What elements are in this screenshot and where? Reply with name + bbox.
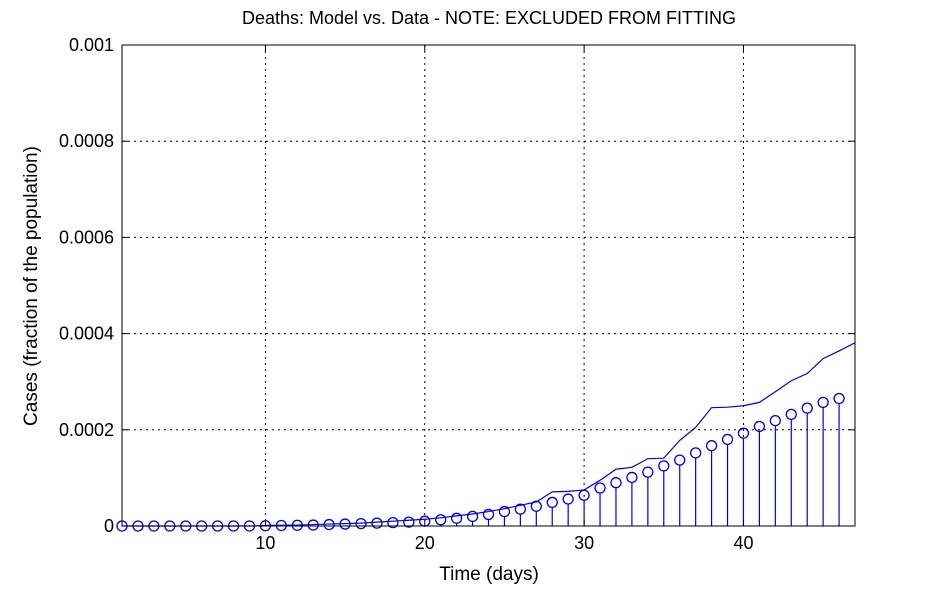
data-point	[562, 493, 574, 505]
y-tick-label: 0	[104, 516, 114, 536]
data-point	[514, 503, 527, 515]
axis-ticks: 10 20 30 40 0 0.0002 0.0004 0.0006 0.0008 0.001	[59, 35, 855, 553]
data-point	[498, 505, 511, 518]
model-line	[122, 342, 856, 527]
data-point	[737, 427, 750, 439]
data-point	[817, 396, 829, 409]
data-point	[833, 392, 845, 405]
y-tick-label: 0.0008	[59, 131, 114, 151]
plot-frame	[121, 44, 856, 527]
y-axis-label: Cases (fraction of the population)	[21, 146, 42, 426]
y-tick-label: 0.0004	[59, 324, 114, 344]
data-point	[482, 508, 495, 521]
x-tick-label: 10	[255, 533, 275, 553]
y-tick-label: 0.0006	[59, 227, 114, 247]
y-tick-label: 0.001	[69, 35, 114, 55]
data-point	[705, 440, 718, 452]
y-tick-label: 0.0002	[59, 420, 114, 440]
data-point	[801, 402, 813, 414]
data-point	[387, 516, 399, 529]
data-point	[626, 471, 638, 484]
x-tick-label: 30	[574, 533, 594, 553]
plot-series	[116, 342, 856, 532]
chart-title: Deaths: Model vs. Data - NOTE: EXCLUDED …	[242, 8, 736, 28]
data-point	[371, 517, 383, 529]
data-point	[785, 408, 797, 421]
data-point	[753, 420, 766, 433]
x-tick-label: 40	[733, 533, 753, 553]
data-point	[642, 466, 654, 478]
x-axis-label: Time (days)	[439, 564, 539, 585]
data-point	[435, 514, 447, 526]
data-point	[594, 482, 606, 494]
data-point	[721, 433, 734, 446]
grid-lines	[122, 45, 855, 526]
data-point	[658, 460, 670, 472]
data-point	[450, 512, 463, 524]
data-point	[466, 510, 479, 523]
data-point	[690, 447, 702, 459]
x-tick-label: 20	[415, 533, 435, 553]
data-point	[403, 516, 415, 528]
data-point	[674, 454, 686, 466]
data-point	[769, 415, 781, 427]
data-point	[610, 477, 622, 489]
data-point	[546, 496, 558, 509]
